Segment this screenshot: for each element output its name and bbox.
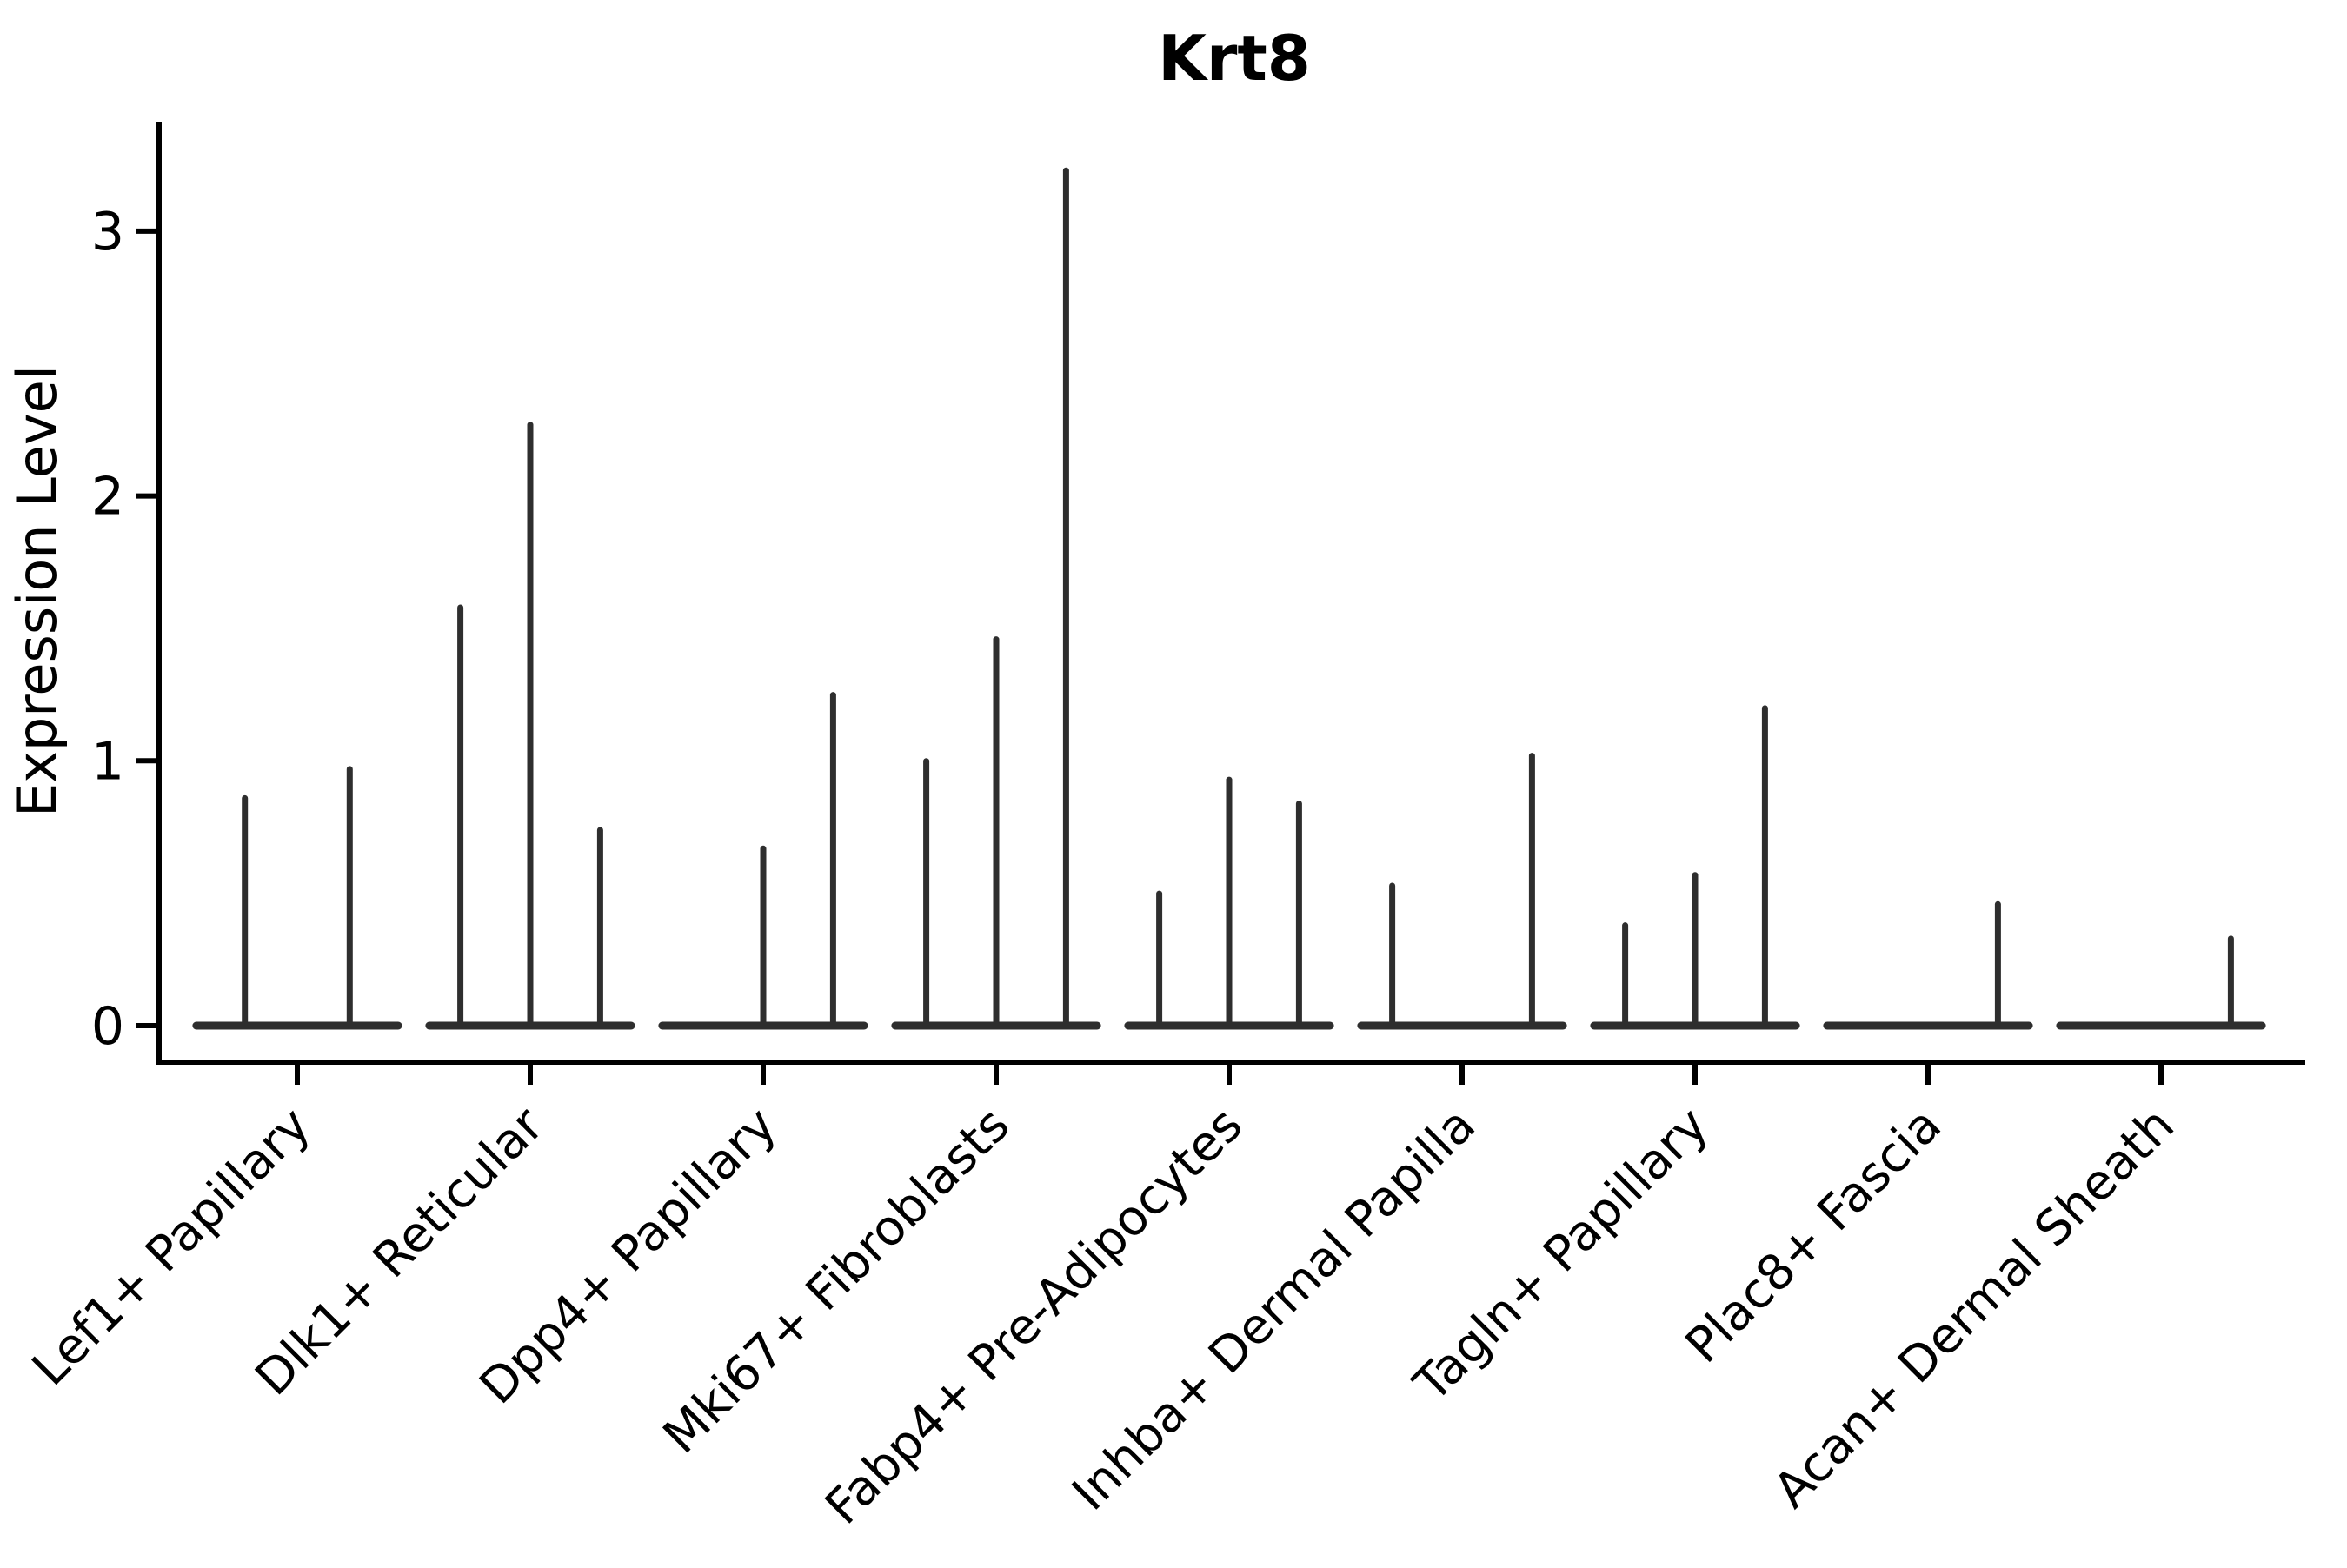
violin-group xyxy=(658,692,868,1030)
violin-spike xyxy=(1156,890,1163,1028)
violin-group xyxy=(1357,753,1567,1030)
y-tick-label: 2 xyxy=(91,467,124,528)
y-tick-label: 1 xyxy=(91,731,124,792)
violin-spike xyxy=(923,758,930,1028)
x-tick-label: Acan+ Dermal Sheath xyxy=(1763,1097,2185,1519)
violin-group xyxy=(425,422,635,1030)
violin-group xyxy=(1823,900,2033,1030)
violin-baseline xyxy=(192,1021,402,1030)
violin-spike xyxy=(346,766,353,1028)
violin-spike xyxy=(457,604,464,1028)
violin-spike xyxy=(2227,935,2234,1028)
violin-spike xyxy=(1295,801,1302,1028)
violin-baseline xyxy=(2056,1021,2266,1030)
violin-group xyxy=(192,766,402,1030)
violin-spike xyxy=(1226,776,1233,1028)
violin-spike xyxy=(1389,882,1396,1028)
violin-spike xyxy=(527,422,534,1028)
violin-spike xyxy=(760,845,767,1028)
violin-group xyxy=(1124,776,1334,1030)
violin-spike xyxy=(596,827,603,1028)
x-tick-label: Inhba+ Dermal Papilla xyxy=(1061,1097,1486,1522)
x-tick-label: Fabp4+ Pre-Adipocytes xyxy=(814,1097,1253,1536)
violin-group xyxy=(2056,935,2266,1030)
violin-group xyxy=(1590,705,1800,1030)
y-tick-label: 0 xyxy=(91,996,124,1057)
y-axis-label: Expression Level xyxy=(5,365,69,817)
violin-group xyxy=(891,167,1101,1030)
violin-spike xyxy=(993,636,1000,1028)
violin-spike xyxy=(1622,922,1629,1028)
violin-spike xyxy=(1994,900,2001,1028)
violin-spike xyxy=(829,692,836,1028)
violin-baseline xyxy=(1357,1021,1567,1030)
violin-baseline xyxy=(1823,1021,2033,1030)
chart-title: Krt8 xyxy=(1158,22,1311,95)
violins-layer xyxy=(192,167,2266,1030)
y-tick-label: 3 xyxy=(91,202,124,262)
violin-spike xyxy=(242,794,249,1028)
violin-spike xyxy=(1528,753,1535,1028)
violin-spike xyxy=(1692,872,1699,1028)
violin-spike xyxy=(1761,705,1768,1028)
violin-spike xyxy=(1062,167,1069,1029)
